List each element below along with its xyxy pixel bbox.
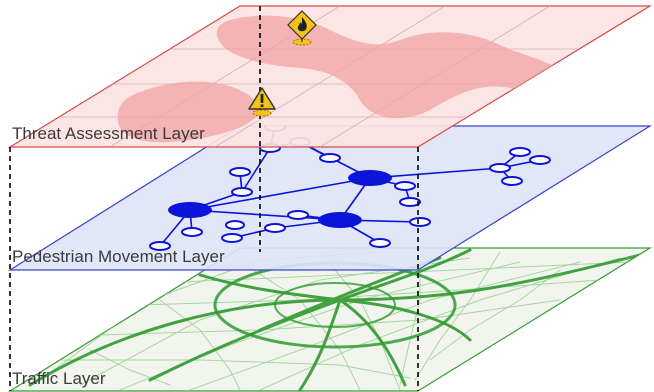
fire-warning-icon (287, 10, 317, 46)
threat-layer (7, 5, 653, 148)
threat-zone-lower (117, 81, 259, 143)
pedestrian-small-nodes (149, 126, 551, 251)
traffic-layer (7, 247, 653, 392)
hub-node (168, 202, 212, 218)
hub-node (348, 170, 392, 186)
traffic-layer-plane (7, 247, 653, 392)
exclamation-warning-icon (248, 87, 276, 117)
traffic-layer-label: Traffic Layer (12, 369, 106, 388)
layer-connectors (9, 6, 419, 391)
pedestrian-layer-label: Pedestrian Movement Layer (12, 247, 225, 266)
pedestrian-graph (149, 126, 551, 251)
traffic-road-network (28, 248, 642, 391)
hub-node (318, 212, 362, 228)
pedestrian-layer (7, 125, 653, 271)
pedestrian-hub-nodes (168, 170, 392, 228)
threat-layer-label: Threat Assessment Layer (12, 124, 205, 143)
